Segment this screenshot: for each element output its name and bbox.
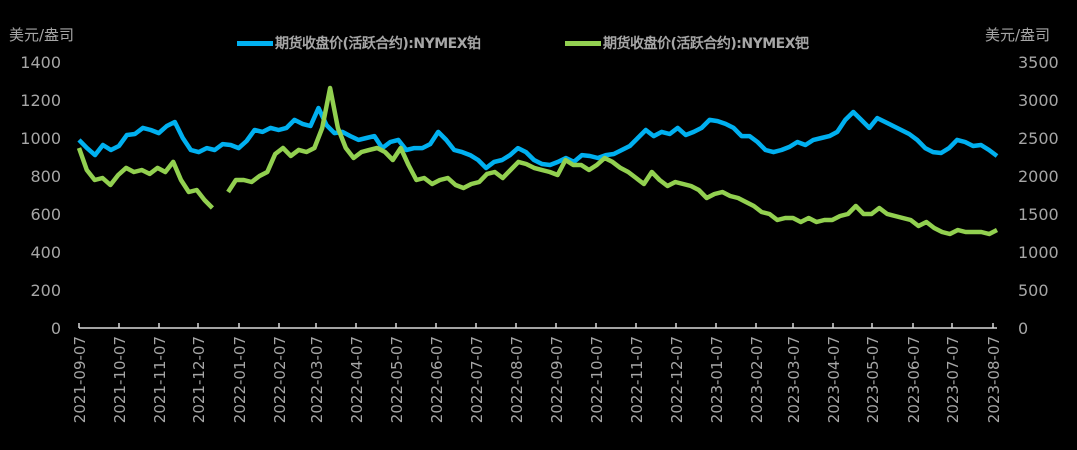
legend-label-platinum: 期货收盘价(活跃合约):NYMEX铂: [275, 36, 481, 52]
x-tick-label: 2023-02-07: [748, 336, 766, 423]
x-tick-label: 2021-12-07: [190, 336, 208, 423]
right-tick-label: 0: [1018, 319, 1028, 338]
platinum-swatch-icon: [237, 40, 273, 46]
x-axis: 2021-09-07 2021-10-07 2021-11-07 2021-12-07…: [71, 323, 1003, 423]
x-tick-label: 2022-04-07: [348, 336, 366, 423]
x-tick-label: 2023-04-07: [825, 336, 843, 423]
x-tick-label: 2023-01-07: [708, 336, 726, 423]
left-tick-label: 200: [30, 281, 61, 300]
x-tick-label: 2023-08-07: [985, 336, 1003, 423]
platinum-line: [77, 105, 999, 171]
right-axis-unit: 美元/盎司: [985, 26, 1051, 44]
palladium-line: [76, 85, 999, 237]
right-tick-label: 2000: [1018, 167, 1059, 186]
x-tick-label: 2023-05-07: [864, 336, 882, 423]
left-tick-label: 0: [51, 319, 61, 338]
x-tick-label: 2022-06-07: [428, 336, 446, 423]
left-tick-label: 1400: [20, 53, 61, 72]
x-tick-label: 2021-10-07: [111, 336, 129, 423]
left-tick-label: 1000: [20, 129, 61, 148]
right-axis-ticks: 0 500 1000 1500 2000 2500 3000 3500: [1018, 53, 1059, 338]
palladium-swatch-icon: [565, 40, 601, 46]
x-tick-label: 2022-08-07: [508, 336, 526, 423]
x-tick-label: 2022-07-07: [468, 336, 486, 423]
right-tick-label: 1500: [1018, 205, 1059, 224]
x-tick-label: 2022-11-07: [628, 336, 646, 423]
left-tick-label: 600: [30, 205, 61, 224]
left-tick-label: 400: [30, 243, 61, 262]
x-tick-label: 2021-09-07: [71, 336, 89, 423]
left-tick-label: 1200: [20, 91, 61, 110]
x-tick-label: 2022-10-07: [588, 336, 606, 423]
right-tick-label: 3500: [1018, 53, 1059, 72]
x-tick-label: 2022-03-07: [308, 336, 326, 423]
left-tick-label: 800: [30, 167, 61, 186]
right-tick-label: 2500: [1018, 129, 1059, 148]
x-tick-label: 2022-01-07: [231, 336, 249, 423]
x-tick-label: 2023-03-07: [785, 336, 803, 423]
left-axis-ticks: 0 200 400 600 800 1000 1200 1400: [20, 53, 61, 338]
x-tick-label: 2023-06-07: [905, 336, 923, 423]
legend-item-palladium: 期货收盘价(活跃合约):NYMEX钯: [565, 33, 809, 53]
right-tick-label: 500: [1018, 281, 1049, 300]
left-axis-unit: 美元/盎司: [9, 26, 75, 44]
x-tick-label: 2023-07-07: [944, 336, 962, 423]
legend-item-platinum: 期货收盘价(活跃合约):NYMEX铂: [237, 33, 481, 53]
x-tick-label: 2022-12-07: [668, 336, 686, 423]
x-tick-label: 2022-05-07: [388, 336, 406, 423]
series-lines: [76, 85, 999, 237]
x-tick-label: 2022-09-07: [548, 336, 566, 423]
right-tick-label: 1000: [1018, 243, 1059, 262]
right-tick-label: 3000: [1018, 91, 1059, 110]
legend-label-palladium: 期货收盘价(活跃合约):NYMEX钯: [603, 36, 809, 52]
x-tick-label: 2021-11-07: [151, 336, 169, 423]
x-tick-label: 2022-02-07: [271, 336, 289, 423]
